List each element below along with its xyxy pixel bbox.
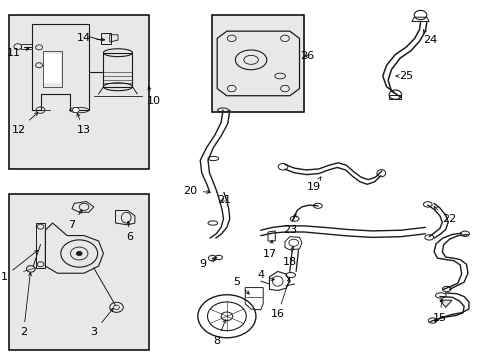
Text: 25: 25: [395, 71, 412, 81]
Text: 6: 6: [126, 221, 133, 242]
Text: 22: 22: [433, 207, 456, 224]
Text: 7: 7: [68, 210, 82, 230]
Text: 10: 10: [147, 86, 161, 106]
Bar: [9, 194, 149, 350]
Text: 26: 26: [299, 51, 313, 61]
Text: 12: 12: [12, 113, 38, 135]
Text: 16: 16: [270, 279, 289, 319]
Text: 4: 4: [257, 270, 274, 280]
Circle shape: [76, 251, 82, 256]
Bar: [9, 15, 149, 169]
Text: 14: 14: [77, 33, 104, 43]
Polygon shape: [439, 300, 451, 307]
Text: 19: 19: [306, 177, 321, 192]
Text: 20: 20: [183, 186, 209, 196]
Text: 24: 24: [422, 30, 436, 45]
Text: 8: 8: [213, 320, 225, 346]
Circle shape: [72, 108, 79, 113]
Text: 18: 18: [282, 246, 296, 267]
Text: 11: 11: [7, 48, 29, 58]
Text: 9: 9: [199, 259, 215, 269]
Text: 3: 3: [90, 308, 113, 337]
Text: 5: 5: [233, 277, 249, 294]
Text: 23: 23: [282, 214, 296, 235]
Bar: [212, 15, 304, 112]
Text: 13: 13: [77, 113, 91, 135]
Text: 15: 15: [432, 299, 446, 323]
Text: 21: 21: [217, 195, 231, 205]
Text: 1: 1: [0, 251, 38, 282]
Bar: [44, 54, 61, 83]
Text: 17: 17: [262, 240, 276, 258]
Text: 2: 2: [20, 273, 32, 337]
Bar: [43, 51, 62, 87]
